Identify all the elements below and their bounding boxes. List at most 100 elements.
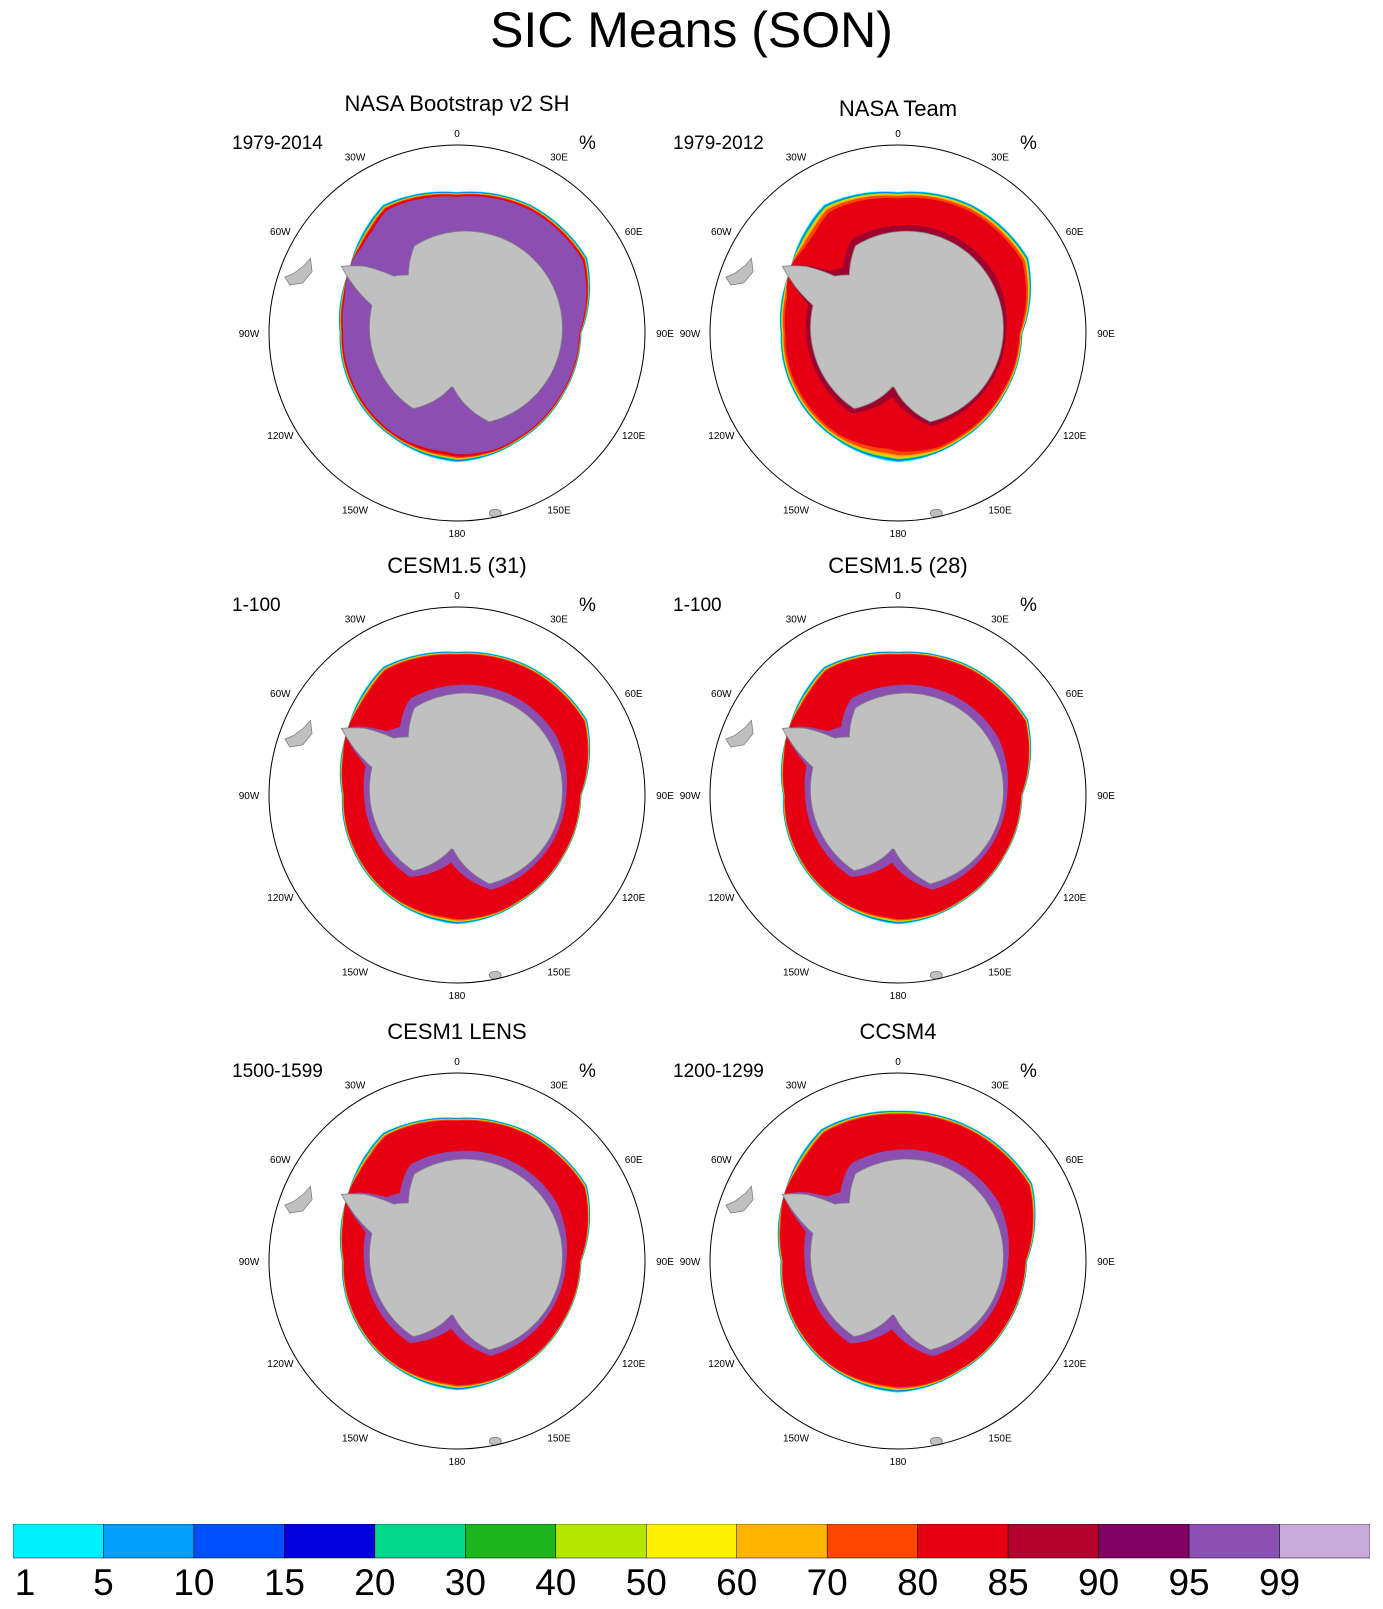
lon-label: 0	[454, 129, 460, 140]
lon-label: 90W	[680, 1257, 701, 1268]
lon-label: 30W	[345, 1080, 366, 1091]
colorbar-swatch	[1188, 1523, 1280, 1559]
lon-label: 0	[454, 591, 460, 602]
lon-label: 60W	[270, 1155, 291, 1166]
colorbar-swatch	[1007, 1523, 1099, 1559]
south-america-landmass	[725, 1185, 754, 1214]
lon-label: 30E	[550, 152, 568, 163]
lon-label: 90E	[656, 791, 674, 802]
lon-label: 120W	[708, 431, 735, 442]
colorbar-tick-label: 80	[897, 1562, 939, 1603]
lon-label: 90W	[239, 1257, 260, 1268]
lon-label: 90W	[680, 791, 701, 802]
colorbar-tick-label: 10	[173, 1562, 215, 1603]
panel-period: 1200-1299	[673, 1061, 764, 1082]
lon-label: 90E	[656, 1257, 674, 1268]
lon-label: 90W	[239, 329, 260, 340]
lon-label: 150E	[547, 506, 571, 517]
lon-label: 30W	[345, 614, 366, 625]
lon-label: 60W	[270, 689, 291, 700]
colorbar-tick-label: 1	[14, 1562, 36, 1603]
lon-label: 150W	[342, 506, 369, 517]
lon-label: 30W	[345, 152, 366, 163]
figure-title: SIC Means (SON)	[490, 2, 893, 58]
lon-label: 90E	[656, 329, 674, 340]
lon-label: 30E	[991, 1080, 1009, 1091]
antarctica-landmass	[781, 230, 1004, 423]
lon-label: 120W	[708, 893, 735, 904]
colorbar-tick-label: 99	[1258, 1562, 1301, 1603]
lon-label: 120E	[1063, 431, 1087, 442]
south-america-landmass	[284, 257, 313, 286]
lon-label: 60W	[270, 227, 291, 238]
colorbar-swatch	[103, 1523, 195, 1559]
south-america-landmass	[725, 719, 754, 748]
panel-units: %	[1020, 1061, 1037, 1082]
panel-period: 1-100	[232, 595, 281, 616]
colorbar-tick-label: 90	[1078, 1562, 1120, 1603]
antarctica-landmass	[781, 692, 1004, 885]
lon-label: 0	[895, 129, 901, 140]
polar-map-svg: 0 30E 60E 90E 120E 150E 180 150W 120W 90W 60W 30W	[680, 129, 1116, 540]
colorbar-tick-label: 30	[444, 1562, 486, 1603]
polar-map-svg: 0 30E 60E 90E 120E 150E 180 150W 120W 90W 60W 30W	[239, 591, 675, 1002]
lon-label: 60E	[1066, 227, 1084, 238]
lon-label: 120W	[267, 1359, 294, 1370]
lon-label: 150W	[783, 968, 810, 979]
colorbar-swatch	[736, 1523, 828, 1559]
panel-title: CCSM4	[859, 1019, 937, 1044]
antarctica-landmass	[340, 1158, 563, 1351]
lon-label: 150W	[342, 1434, 369, 1445]
colorbar-swatch	[12, 1523, 104, 1559]
colorbar-swatches	[12, 1523, 1371, 1559]
colorbar-swatch	[1279, 1523, 1371, 1559]
map-boundary	[709, 144, 1087, 522]
south-america-landmass	[284, 719, 313, 748]
lon-label: 180	[890, 1457, 907, 1468]
lon-label: 90E	[1097, 1257, 1115, 1268]
lon-label: 90E	[1097, 791, 1115, 802]
panel-period: 1979-2014	[232, 133, 323, 154]
panel-title: CESM1.5 (28)	[828, 553, 968, 578]
lon-label: 150E	[988, 968, 1012, 979]
lon-label: 60E	[1066, 689, 1084, 700]
lon-label: 150W	[783, 506, 810, 517]
lon-label: 60W	[711, 1155, 732, 1166]
lon-label: 30E	[550, 614, 568, 625]
colorbar-tick-label: 20	[354, 1562, 396, 1603]
lon-label: 0	[895, 591, 901, 602]
colorbar-tick-label: 70	[806, 1562, 848, 1603]
panel-units: %	[579, 1061, 596, 1082]
map-boundary	[709, 1072, 1087, 1450]
polar-map-svg: 0 30E 60E 90E 120E 150E 180 150W 120W 90W 60W 30W	[239, 1057, 675, 1468]
panel-period: 1-100	[673, 595, 722, 616]
map-panel: CCSM4 1200-1299 % 0 30E 60E 90E 120E 150E 180 1…	[668, 1019, 1128, 1489]
lon-label: 90W	[239, 791, 260, 802]
lon-label: 30E	[991, 614, 1009, 625]
antarctica-landmass	[340, 230, 563, 423]
colorbar-tick-label: 60	[716, 1562, 758, 1603]
colorbar-tick-label: 15	[263, 1562, 305, 1603]
panel-title: CESM1.5 (31)	[387, 553, 527, 578]
lon-label: 0	[895, 1057, 901, 1068]
colorbar-tick-label: 50	[625, 1562, 667, 1603]
colorbar-swatch	[917, 1523, 1009, 1559]
lon-label: 90E	[1097, 329, 1115, 340]
lon-label: 120W	[267, 431, 294, 442]
lon-label: 120W	[267, 893, 294, 904]
panel-period: 1979-2012	[673, 133, 764, 154]
colorbar-swatch	[826, 1523, 918, 1559]
map-boundary	[268, 144, 646, 522]
lon-label: 60E	[625, 689, 643, 700]
colorbar-tick-label: 5	[93, 1562, 114, 1603]
polar-map-svg: 0 30E 60E 90E 120E 150E 180 150W 120W 90W 60W 30W	[680, 1057, 1116, 1468]
lon-label: 150E	[988, 506, 1012, 517]
polar-map-svg: 0 30E 60E 90E 120E 150E 180 150W 120W 90W 60W 30W	[239, 129, 675, 540]
map-panel: CESM1.5 (28) 1-100 % 0 30E 60E 90E 120E 150E 1…	[668, 553, 1128, 1023]
colorbar-swatch	[193, 1523, 285, 1559]
south-america-landmass	[284, 1185, 313, 1214]
colorbar-tick-label: 85	[987, 1562, 1029, 1603]
lon-label: 60E	[1066, 1155, 1084, 1166]
colorbar-tick-label: 95	[1168, 1562, 1210, 1603]
